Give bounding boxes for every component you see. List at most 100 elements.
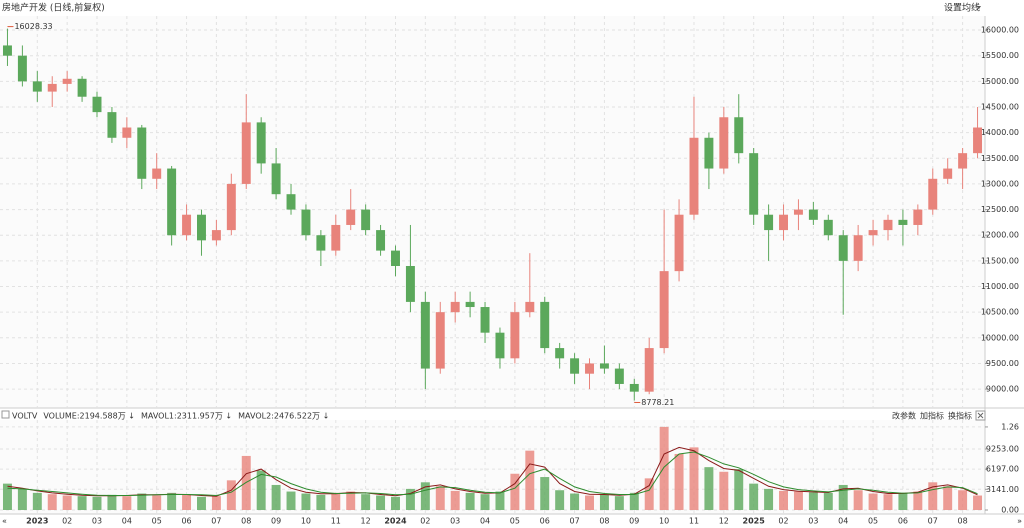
- volume-bar: [62, 495, 72, 510]
- candle-body: [316, 235, 326, 251]
- volume-bar: [92, 496, 102, 510]
- candle-body: [62, 78, 72, 84]
- candle-body: [704, 137, 714, 169]
- volume-bar: [391, 496, 400, 510]
- candle-body: [256, 122, 266, 164]
- volume-bar: [958, 490, 968, 510]
- volume-bar: [764, 488, 774, 510]
- x-tick-label: 04: [122, 517, 132, 526]
- candle-body: [32, 81, 42, 92]
- y-tick-label: 16000.00: [981, 26, 1019, 35]
- candle-body: [331, 224, 341, 251]
- button[interactable]: 换指标: [948, 411, 972, 421]
- volume-bar: [883, 494, 893, 510]
- y-tick-label: 10000.00: [981, 333, 1019, 342]
- volume-bar: [361, 494, 371, 510]
- candle-body: [391, 250, 400, 266]
- volume-bar: [943, 486, 953, 510]
- volume-bar: [405, 488, 415, 510]
- candle-body: [719, 117, 729, 169]
- volume-bar: [167, 492, 177, 510]
- volume-bar: [853, 490, 863, 510]
- x-tick-label: 06: [540, 517, 550, 526]
- candle-body: [301, 209, 311, 236]
- x-tick-label: 11: [331, 517, 341, 526]
- y-tick-label: 10500.00: [981, 308, 1019, 317]
- candle-body: [674, 214, 684, 272]
- candle-body: [17, 55, 27, 82]
- volume-bar: [137, 493, 147, 510]
- volume-bar: [749, 483, 759, 510]
- candle-body: [764, 214, 774, 231]
- candle-body: [286, 194, 296, 210]
- volume-bar: [301, 493, 311, 510]
- volume-bar: [838, 484, 848, 510]
- volume-bar: [973, 495, 983, 510]
- x-tick-label: 08: [241, 517, 251, 526]
- volume-bar: [450, 490, 460, 510]
- volume-bar: [599, 494, 609, 510]
- candle-body: [420, 301, 430, 369]
- y-tick-label: 9000.00: [986, 385, 1019, 394]
- close-icon[interactable]: [977, 412, 984, 419]
- volume-bar: [868, 493, 878, 510]
- volume-bar: [376, 495, 386, 510]
- y-tick-label: 12500.00: [981, 205, 1019, 214]
- ma-setting[interactable]: 设置均线: [944, 2, 980, 14]
- button[interactable]: 加指标: [920, 411, 944, 421]
- volume-bar: [793, 491, 803, 510]
- candle-body: [361, 209, 371, 231]
- y-tick-label: 9253.00: [986, 444, 1019, 453]
- volume-bar: [331, 492, 341, 510]
- candle-body: [405, 265, 415, 302]
- nav-right[interactable]: »: [1017, 517, 1022, 526]
- x-tick-label: 07: [569, 517, 579, 526]
- y-tick-label: 15000.00: [981, 77, 1019, 86]
- x-tick-label: 02: [420, 517, 430, 526]
- candle-body: [838, 235, 848, 261]
- volume-bar: [420, 482, 430, 510]
- x-tick-label: 12: [361, 517, 371, 526]
- volume-bar: [525, 450, 535, 510]
- x-tick-label: 2025: [743, 517, 766, 526]
- volume-bar: [808, 492, 818, 510]
- y-tick-label: 14500.00: [981, 102, 1019, 111]
- nav-left[interactable]: «: [2, 517, 7, 526]
- volume-bar: [779, 490, 788, 510]
- candle-body: [510, 312, 520, 359]
- volume-bar: [555, 490, 565, 510]
- volume-bar: [540, 477, 550, 510]
- volume-bar: [241, 455, 251, 510]
- x-tick-label: 10: [659, 517, 669, 526]
- candle-body: [122, 127, 132, 138]
- volume-bar: [316, 494, 326, 510]
- x-tick-label: 06: [898, 517, 908, 526]
- volume-bar: [659, 426, 669, 510]
- legend-entry: MAVOL1:2311.957万 ↓: [141, 412, 232, 421]
- volume-bar: [674, 453, 684, 510]
- button[interactable]: 改参数: [892, 411, 916, 421]
- volume-bar: [704, 467, 714, 510]
- x-tick-label: 2024: [384, 517, 407, 526]
- y-tick-label: 11500.00: [981, 256, 1019, 265]
- close-button[interactable]: [975, 410, 986, 421]
- y-tick-label: 1.26: [1001, 422, 1019, 431]
- candle-body: [644, 348, 654, 392]
- volume-bar: [585, 495, 594, 510]
- volume-bar: [47, 494, 57, 510]
- volume-bar: [644, 478, 654, 510]
- volume-bar: [211, 496, 221, 510]
- y-tick-label: 15500.00: [981, 51, 1019, 60]
- x-tick-label: 08: [958, 517, 968, 526]
- dropdown-icon[interactable]: [977, 6, 981, 9]
- panel-icon[interactable]: [1, 410, 10, 419]
- candle-body: [853, 235, 863, 261]
- candle-body: [614, 368, 624, 384]
- volume-bar: [122, 496, 132, 510]
- x-tick-label: 10: [301, 517, 311, 526]
- candle-body: [898, 219, 908, 225]
- y-tick-label: 12000.00: [981, 231, 1019, 240]
- volume-bar: [182, 494, 192, 510]
- x-tick-label: 07: [928, 517, 938, 526]
